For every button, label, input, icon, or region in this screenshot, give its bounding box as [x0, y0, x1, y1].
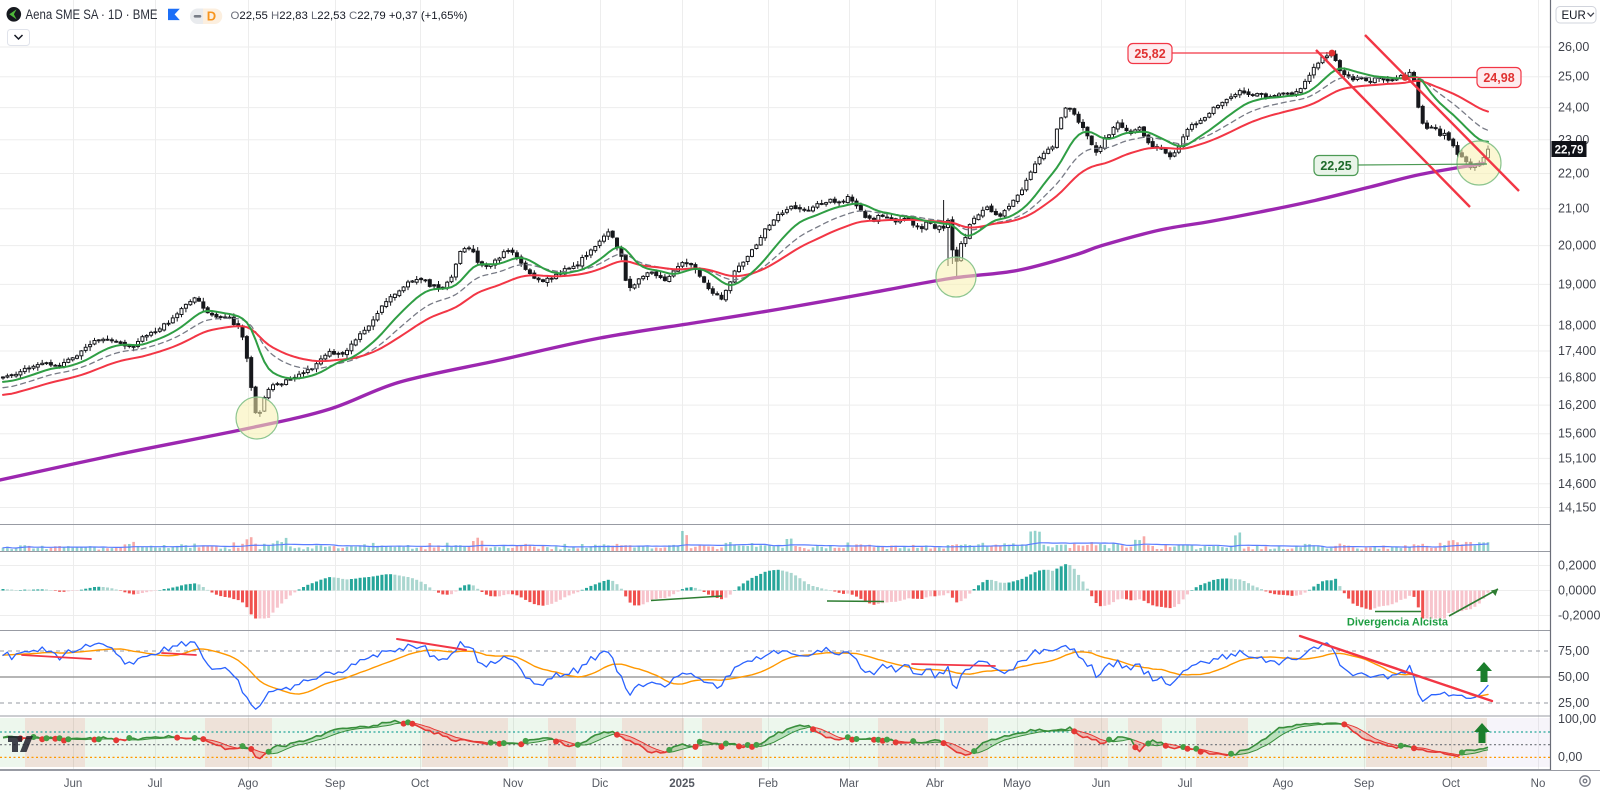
svg-text:20,000: 20,000	[1558, 239, 1596, 253]
svg-text:Sep: Sep	[325, 778, 345, 790]
svg-text:Aena SME SA · 1D · BME: Aena SME SA · 1D · BME	[26, 7, 158, 22]
svg-text:25,00: 25,00	[1558, 70, 1589, 84]
svg-text:Abr: Abr	[926, 778, 944, 790]
svg-text:Jun: Jun	[64, 778, 83, 790]
svg-text:16,200: 16,200	[1558, 398, 1596, 412]
svg-text:25,82: 25,82	[1134, 47, 1165, 61]
svg-text:Ago: Ago	[1273, 778, 1293, 790]
svg-text:18,000: 18,000	[1558, 318, 1596, 332]
svg-text:EUR: EUR	[1562, 10, 1586, 22]
svg-text:22,25: 22,25	[1320, 159, 1351, 173]
svg-text:14,600: 14,600	[1558, 477, 1596, 491]
svg-text:24,00: 24,00	[1558, 101, 1589, 115]
svg-text:16,800: 16,800	[1558, 371, 1596, 385]
svg-text:Jul: Jul	[1178, 778, 1193, 790]
svg-text:-0,2000: -0,2000	[1558, 609, 1600, 623]
svg-text:Oct: Oct	[1442, 778, 1461, 790]
svg-text:24,98: 24,98	[1483, 71, 1514, 85]
svg-text:21,00: 21,00	[1558, 202, 1589, 216]
svg-text:Nov: Nov	[503, 778, 524, 790]
svg-text:0,0000: 0,0000	[1558, 584, 1596, 598]
svg-text:Jun: Jun	[1092, 778, 1111, 790]
svg-text:Oct: Oct	[411, 778, 430, 790]
svg-text:Ago: Ago	[238, 778, 258, 790]
svg-text:19,000: 19,000	[1558, 277, 1596, 291]
svg-text:75,00: 75,00	[1558, 644, 1589, 658]
svg-text:15,100: 15,100	[1558, 451, 1596, 465]
svg-text:15,600: 15,600	[1558, 427, 1596, 441]
svg-text:O22,55 H22,83 L22,53 C22,79 +0: O22,55 H22,83 L22,53 C22,79 +0,37 (+1,65…	[231, 10, 468, 22]
svg-text:Jul: Jul	[148, 778, 163, 790]
svg-text:26,00: 26,00	[1558, 40, 1589, 54]
svg-text:14,150: 14,150	[1558, 501, 1596, 515]
svg-text:0,00: 0,00	[1558, 750, 1582, 764]
svg-text:25,00: 25,00	[1558, 696, 1589, 710]
svg-text:Mayo: Mayo	[1003, 778, 1031, 790]
svg-text:D: D	[207, 9, 216, 24]
svg-text:50,00: 50,00	[1558, 670, 1589, 684]
svg-text:0,2000: 0,2000	[1558, 559, 1596, 573]
svg-text:2025: 2025	[669, 778, 695, 790]
svg-text:Feb: Feb	[758, 778, 778, 790]
svg-text:Dic: Dic	[592, 778, 609, 790]
svg-text:Divergencia Alcista: Divergencia Alcista	[1347, 617, 1449, 629]
svg-text:No: No	[1531, 778, 1546, 790]
svg-text:Sep: Sep	[1354, 778, 1374, 790]
svg-text:22,00: 22,00	[1558, 167, 1589, 181]
svg-text:Mar: Mar	[839, 778, 859, 790]
svg-text:100,00: 100,00	[1558, 712, 1596, 726]
svg-text:17,400: 17,400	[1558, 344, 1596, 358]
svg-text:22,79: 22,79	[1555, 145, 1584, 157]
